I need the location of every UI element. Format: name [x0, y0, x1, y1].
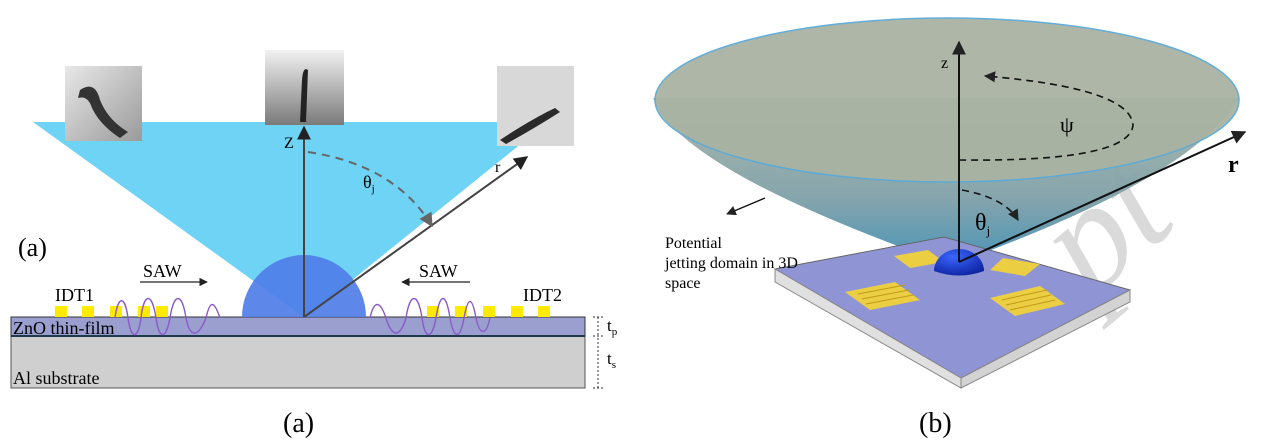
idt-electrodes-right — [427, 306, 550, 317]
saw-right-label: SAW — [419, 261, 458, 281]
jet-photo-center — [265, 50, 344, 125]
thickness-markers — [593, 316, 603, 389]
domain-label-line-3: space — [665, 275, 701, 292]
panel-b-caption: (b) — [919, 408, 952, 439]
inner-panel-label: (a) — [18, 233, 47, 262]
idt-electrodes-left — [55, 306, 168, 317]
r-axis — [303, 156, 529, 318]
jet-photo-right — [497, 66, 574, 146]
ts-label: ts — [607, 349, 616, 371]
domain-label-line-2: jetting domain in 3D — [664, 255, 798, 272]
saw-left-label: SAW — [143, 261, 182, 281]
r-axis-label: r — [495, 159, 501, 176]
theta-label: θj — [363, 172, 375, 195]
theta-arc — [307, 151, 433, 228]
idt1-label: IDT1 — [55, 285, 94, 305]
panel-a-caption: (a) — [283, 408, 314, 439]
panel-b: z r ψ θj Potential jetting domain in 3D … — [653, 17, 1247, 439]
z-axis-label: Z — [284, 135, 294, 152]
substrate-label: Al substrate — [13, 368, 99, 388]
r-axis-b-label: r — [1228, 152, 1239, 178]
jet-domain-triangle — [33, 122, 548, 318]
z-axis-b-label: z — [941, 55, 948, 72]
cone-top — [654, 17, 1240, 183]
jet-photo-left — [65, 66, 142, 141]
panel-a: Z r θj (a) SAW SAW IDT1 IDT2 ZnO thin-fi… — [10, 50, 618, 439]
al-substrate — [10, 335, 586, 389]
psi-label: ψ — [1060, 112, 1074, 137]
saw-wave-right — [369, 297, 491, 336]
r-axis-b — [958, 130, 1247, 263]
idt-electrodes-3d — [845, 250, 1065, 316]
theta-b-label: θj — [975, 210, 990, 238]
tp-label: tp — [607, 316, 618, 338]
idt2-label: IDT2 — [523, 285, 562, 305]
film-label: ZnO thin-film — [13, 318, 115, 338]
chip-front-right — [960, 289, 1131, 389]
theta-arc-b — [961, 189, 1019, 221]
domain-pointer-arrow — [726, 197, 766, 216]
saw-wave-left — [114, 297, 221, 336]
domain-label-line-1: Potential — [665, 235, 722, 252]
psi-arc — [958, 71, 1134, 161]
